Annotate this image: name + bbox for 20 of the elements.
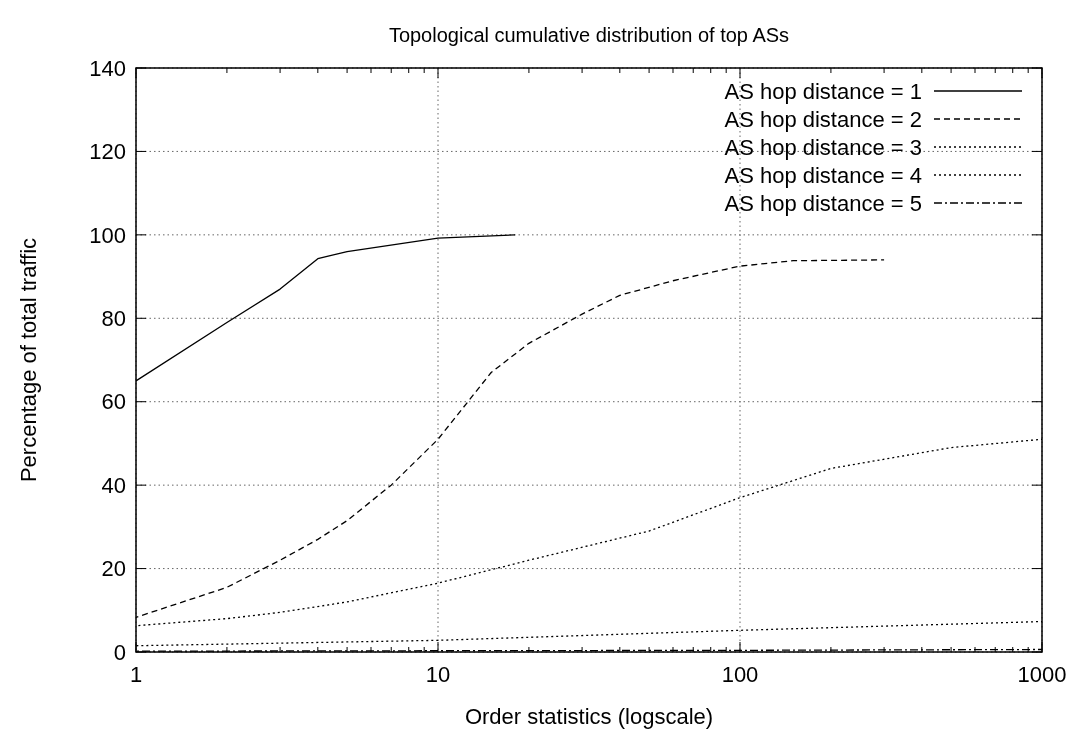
x-tick-label: 1000 — [1017, 662, 1067, 687]
legend-label: AS hop distance = 3 — [724, 134, 922, 160]
x-tick-label: 100 — [721, 662, 759, 687]
y-tick-label: 100 — [89, 222, 126, 248]
y-tick-label: 80 — [101, 305, 126, 331]
x-axis-title: Order statistics (logscale) — [464, 704, 714, 729]
chart-title: Topological cumulative distribution of top ASs — [388, 24, 790, 46]
y-tick-label: 0 — [113, 639, 126, 665]
y-tick-label: 120 — [89, 139, 126, 165]
y-tick-label: 60 — [101, 389, 126, 415]
legend-label: AS hop distance = 5 — [724, 190, 922, 216]
legend-label: AS hop distance = 1 — [724, 78, 922, 104]
legend-label: AS hop distance = 4 — [724, 162, 922, 188]
y-tick-label: 40 — [101, 472, 126, 498]
legend-label: AS hop distance = 2 — [724, 106, 922, 132]
x-tick-label: 1 — [129, 662, 143, 687]
y-tick-label: 20 — [101, 556, 126, 582]
y-tick-label: 140 — [89, 55, 126, 81]
x-tick-label: 10 — [425, 662, 451, 687]
y-axis-title: Percentage of total traffic — [16, 237, 41, 483]
